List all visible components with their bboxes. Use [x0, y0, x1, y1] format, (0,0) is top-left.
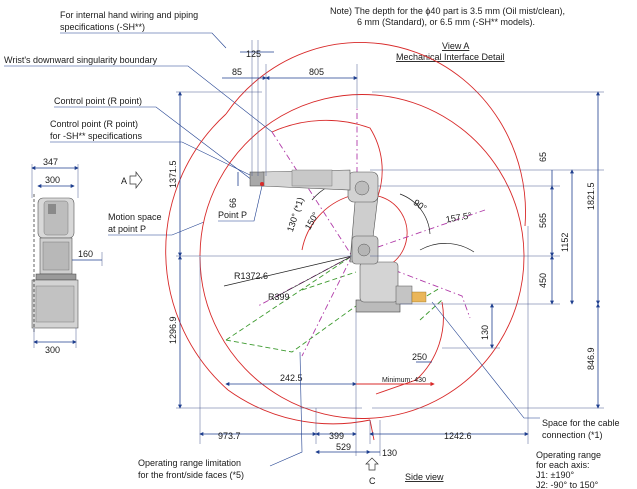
hand-wiring-leader: [60, 32, 227, 49]
dim-1242-6: 1242.6: [444, 431, 472, 441]
dim-529: 529: [336, 442, 351, 452]
r1372-radius-line: [223, 255, 353, 287]
wrist-singularity-callout: Wrist's downward singularity boundary: [4, 55, 158, 65]
control-point-sh-callout: Control point (R point): [50, 119, 138, 129]
r399: R399: [268, 292, 290, 302]
dim-805: 805: [309, 67, 324, 77]
dim-450: 450: [538, 273, 548, 288]
cable-space-callout-2: connection (*1): [542, 430, 603, 440]
dim-130-horizontal: 130: [382, 448, 397, 458]
dim-85: 85: [232, 67, 242, 77]
op-limit-leader: [269, 351, 303, 467]
angle-90-arc: [399, 193, 431, 235]
dim-250: 250: [412, 352, 427, 362]
side-view-robot: [249, 169, 427, 313]
motion-space-callout-2: at point P: [108, 224, 146, 234]
dim-66: 66: [228, 198, 238, 208]
dim-399: 399: [329, 431, 344, 441]
dim-973-7: 973.7: [218, 431, 241, 441]
control-point-callout: Control point (R point): [54, 96, 142, 106]
dim-300-bottom: 300: [45, 345, 60, 355]
motion-space-leader: [108, 221, 205, 236]
r1372-6: R1372.6: [234, 271, 268, 281]
front-view-robot: [31, 194, 79, 332]
dim-846-9: 846.9: [586, 347, 596, 370]
view-a-subtitle: Mechanical Interface Detail: [396, 52, 505, 62]
view-a-marker: A: [121, 176, 127, 186]
dim-1821-5: 1821.5: [586, 182, 596, 210]
cable-space-leader: [431, 301, 540, 419]
dim-1152: 1152: [560, 233, 570, 252]
op-range-callout: Operating range: [536, 450, 601, 460]
dim-125: 125: [246, 49, 261, 59]
cable-space-callout: Space for the cable: [542, 418, 620, 428]
op-range-j2: J2: -90° to 150°: [536, 480, 599, 489]
dim-347: 347: [43, 157, 58, 167]
control-point-sh-leader: [50, 141, 253, 177]
view-c-marker: C: [369, 476, 376, 486]
op-limit-callout-2: for the front/side faces (*5): [138, 470, 244, 480]
r399-radius-line: [269, 255, 353, 301]
dim-242-5: 242.5: [280, 373, 303, 383]
note-line2: 6 mm (Standard), or 6.5 mm (-SH** models…: [357, 17, 535, 27]
view-c-arrow-icon: [365, 457, 379, 471]
minimum-label: Minimum: 430: [382, 377, 426, 384]
view-a-title: View A: [442, 41, 469, 51]
hand-wiring-callout-2: specifications (-SH**): [60, 22, 145, 32]
dim-65: 65: [538, 152, 548, 162]
angle-157-arc: [419, 243, 475, 253]
side-view-label: Side view: [405, 472, 444, 482]
dim-1371-5: 1371.5: [168, 160, 178, 188]
dim-1296-9: 1296.9: [168, 316, 178, 344]
control-point-sh-callout-2: for -SH** specifications: [50, 131, 143, 141]
hand-wiring-callout: For internal hand wiring and piping: [60, 10, 198, 20]
dim-300-top: 300: [45, 175, 60, 185]
point-p-marker: [260, 182, 264, 186]
point-p-label: Point P: [218, 210, 247, 220]
control-point-leader: [54, 106, 253, 181]
angle-90: 90°: [412, 197, 429, 213]
op-limit-callout: Operating range limitation: [138, 458, 241, 468]
motion-space-callout: Motion space: [108, 212, 162, 222]
angle-157-5: 157.5°: [445, 210, 473, 224]
motion-range-envelope: [165, 41, 526, 441]
view-a-arrow-icon: [129, 170, 143, 190]
dim-160: 160: [78, 249, 93, 259]
note-line1: Note) The depth for the ϕ40 part is 3.5 …: [330, 6, 565, 16]
dim-130-vertical: 130: [480, 325, 490, 340]
op-range-j1: J1: ±190°: [536, 470, 574, 480]
angle-130: 130° (*1): [285, 196, 306, 233]
op-range-callout-2: for each axis:: [536, 460, 590, 470]
wrist-singularity-leader: [4, 65, 273, 133]
dim-565: 565: [538, 213, 548, 228]
angle-150: 150°: [303, 210, 321, 231]
